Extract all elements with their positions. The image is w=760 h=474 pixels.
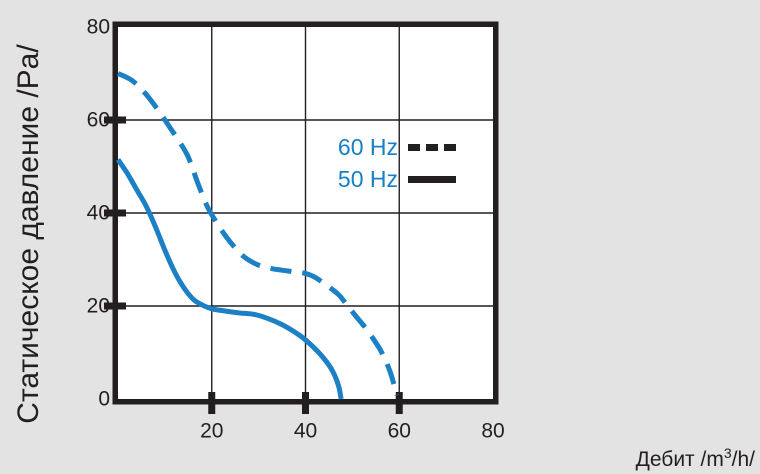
legend-item-60-hz: 60 Hz <box>290 131 470 163</box>
y-tick-label: 60 <box>87 109 110 132</box>
y-axis-title: Статическое давление /Pa/ <box>12 44 45 424</box>
x-tick-label: 60 <box>388 420 411 443</box>
legend-dashed-line-sample <box>408 143 456 151</box>
y-tick-label: 40 <box>87 202 110 225</box>
x-tick-label: 20 <box>200 420 223 443</box>
x-tick-label: 80 <box>481 420 504 443</box>
x-tick-label: 40 <box>294 420 317 443</box>
curve-60-hz <box>116 71 400 396</box>
x-axis-title-suffix: /h/ <box>731 448 755 471</box>
legend-item-50-hz: 50 Hz <box>290 163 470 195</box>
legend-label-60-hz: 60 Hz <box>337 133 398 160</box>
y-tick-label: 0 <box>98 388 110 411</box>
curve-50-hz <box>115 158 344 400</box>
x-axis-title-superscript: 3 <box>723 445 732 461</box>
x-axis-title: Дебит /m3/h/ <box>636 445 755 472</box>
legend: 60 Hz 50 Hz <box>290 131 470 195</box>
y-tick-label: 20 <box>87 295 110 318</box>
legend-solid-line-sample <box>408 175 456 183</box>
legend-label-50-hz: 50 Hz <box>337 165 398 192</box>
x-axis-title-text: Дебит /m <box>635 448 724 471</box>
y-tick-label: 80 <box>87 16 110 39</box>
